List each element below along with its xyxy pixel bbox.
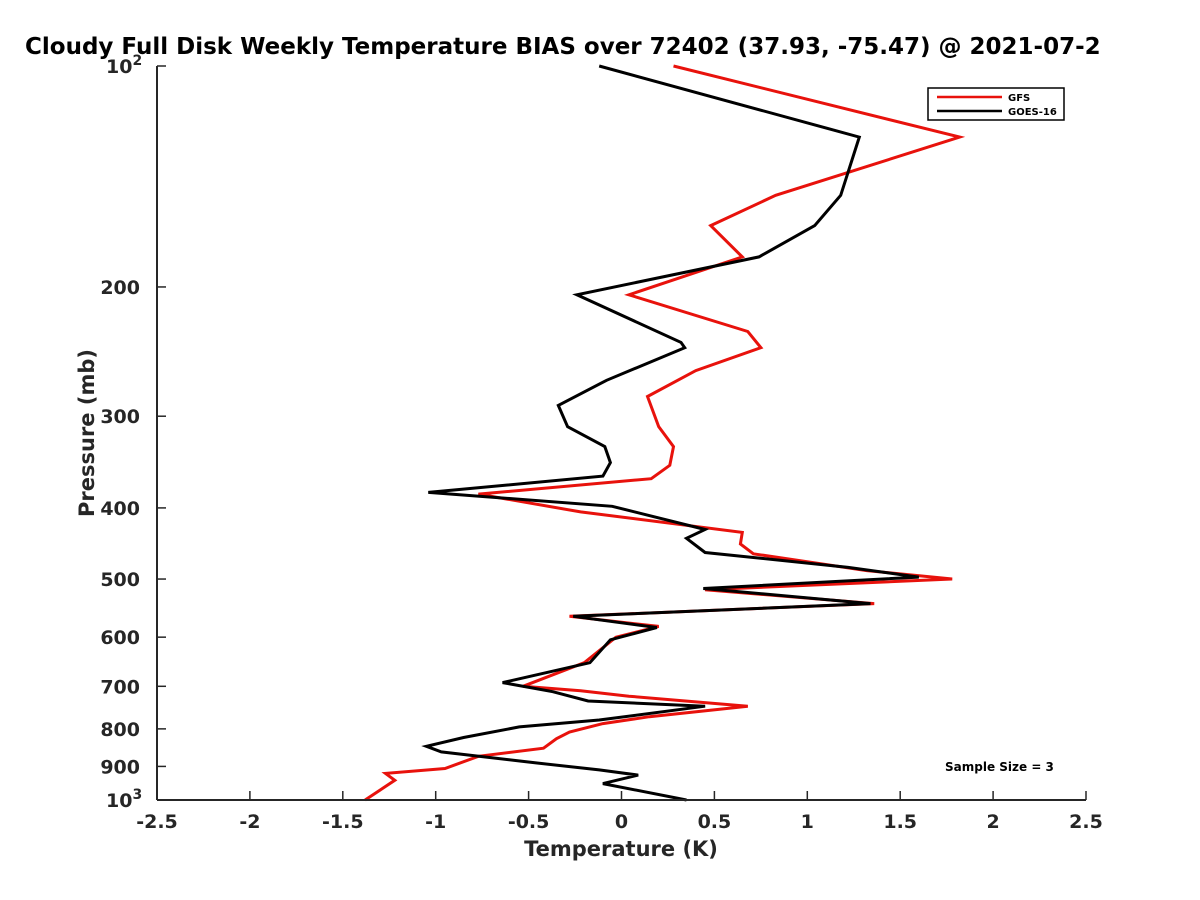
- y-tick-label: 102: [106, 53, 142, 78]
- y-tick-exponent: 3: [132, 787, 142, 803]
- series-group: [364, 64, 966, 802]
- y-tick-label: 300: [100, 406, 140, 428]
- chart-title: Cloudy Full Disk Weekly Temperature BIAS…: [25, 34, 1101, 60]
- x-tick-label: 1.5: [883, 811, 917, 833]
- legend-box: [927, 87, 1065, 121]
- sample-size-annotation: Sample Size = 3: [945, 760, 1054, 774]
- x-tick-label: -0.5: [508, 811, 550, 833]
- x-tick-label: -2: [239, 811, 260, 833]
- x-tick-label: 2: [986, 811, 999, 833]
- y-tick-label: 600: [100, 627, 140, 649]
- series-line-goes16: [421, 64, 920, 802]
- y-tick-label: 200: [100, 277, 140, 299]
- y-tick-label: 900: [100, 756, 140, 778]
- x-tick-label: 0.5: [698, 811, 732, 833]
- y-tick-label: 400: [100, 498, 140, 520]
- x-tick-label: -1.5: [322, 811, 364, 833]
- x-tick-label: -2.5: [136, 811, 178, 833]
- legend-label-goes16: GOES-16: [1008, 107, 1057, 118]
- y-tick-exponent: 2: [132, 53, 142, 69]
- legend-label-gfs: GFS: [1008, 93, 1030, 104]
- series-line-gfs: [364, 64, 966, 802]
- x-tick-label: 0: [615, 811, 628, 833]
- y-tick-base: 10: [106, 790, 132, 812]
- y-tick-label: 700: [100, 676, 140, 698]
- y-axis-label: Pressure (mb): [75, 349, 99, 517]
- legend: GFS GOES-16: [927, 87, 1065, 121]
- y-tick-label: 103: [106, 787, 142, 812]
- x-tick-label: 2.5: [1069, 811, 1103, 833]
- x-axis-ticks: -2.5 -2 -1.5 -1 -0.5 0 0.5 1 1.5 2 2.5: [136, 791, 1103, 833]
- x-tick-label: -1: [425, 811, 446, 833]
- y-tick-label: 500: [100, 569, 140, 591]
- y-tick-base: 10: [106, 56, 132, 78]
- y-tick-label: 800: [100, 719, 140, 741]
- x-tick-label: 1: [801, 811, 814, 833]
- x-axis-label: Temperature (K): [524, 837, 718, 861]
